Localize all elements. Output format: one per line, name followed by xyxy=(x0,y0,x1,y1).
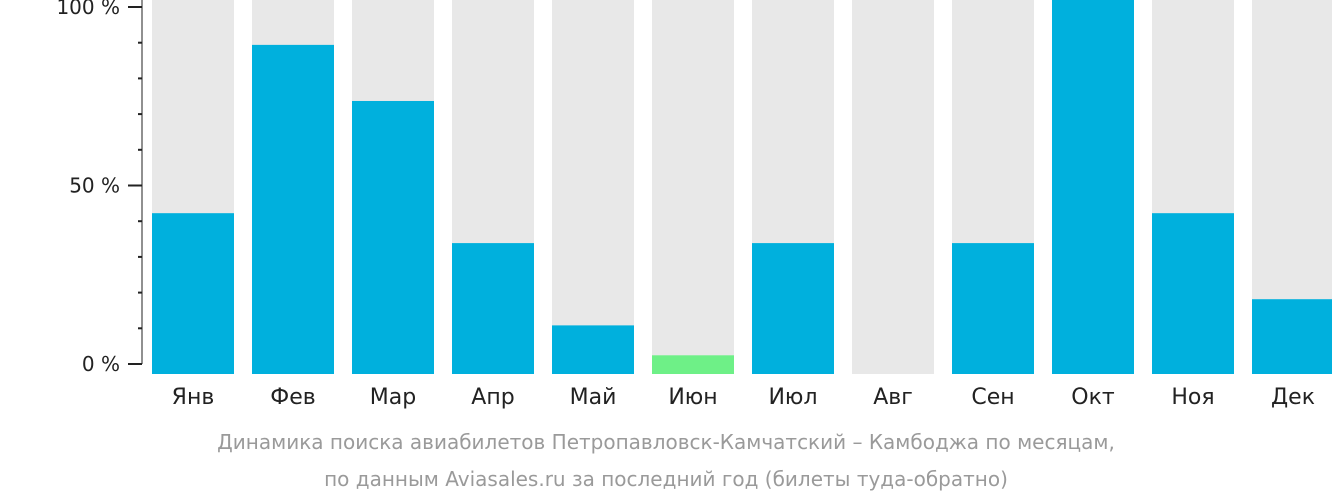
bar-10 xyxy=(1052,0,1134,374)
x-tick-label: Июн xyxy=(668,385,717,410)
bar-5 xyxy=(552,325,634,374)
x-tick-label: Июл xyxy=(768,385,817,410)
chart-caption-line-1: Динамика поиска авиабилетов Петропавловс… xyxy=(217,430,1115,454)
y-tick-label: 50 % xyxy=(69,174,120,198)
bar-track xyxy=(652,0,734,374)
bar-11 xyxy=(1152,213,1234,374)
x-tick-label: Фев xyxy=(270,385,315,410)
x-tick-label: Авг xyxy=(873,385,913,410)
x-tick-label: Дек xyxy=(1271,385,1315,410)
x-tick-label: Сен xyxy=(971,385,1014,410)
bar-7 xyxy=(752,243,834,374)
bar-2 xyxy=(252,44,334,374)
y-tick-label: 100 % xyxy=(56,0,120,19)
bar-track xyxy=(552,0,634,374)
x-tick-label: Май xyxy=(570,385,617,410)
bar-4 xyxy=(452,243,534,374)
bar-6 xyxy=(652,355,734,374)
chart-caption-line-2: по данным Aviasales.ru за последний год … xyxy=(324,467,1008,491)
x-tick-label: Ноя xyxy=(1171,385,1214,410)
y-tick-label: 0 % xyxy=(82,352,120,376)
bar-1 xyxy=(152,213,234,374)
x-tick-label: Янв xyxy=(172,385,215,410)
bar-chart: 0 % 50 % 100 % Янв Фев Мар Апр Май Июн Июл Авг Сен О… xyxy=(56,0,1332,410)
bar-3 xyxy=(352,100,434,374)
bar-track xyxy=(852,0,934,374)
bar-12 xyxy=(1252,299,1332,374)
x-tick-label: Мар xyxy=(370,385,416,410)
bar-9 xyxy=(952,243,1034,374)
x-tick-label: Апр xyxy=(471,385,514,410)
x-tick-label: Окт xyxy=(1071,385,1115,410)
